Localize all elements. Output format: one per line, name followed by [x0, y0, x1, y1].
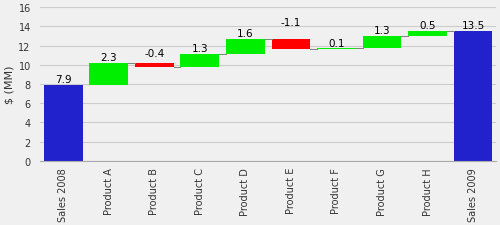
Text: 1.6: 1.6: [237, 29, 254, 39]
Text: -1.1: -1.1: [280, 18, 301, 28]
Bar: [317, 49, 356, 50]
Bar: [362, 37, 402, 49]
Bar: [272, 40, 310, 50]
Text: 13.5: 13.5: [462, 21, 484, 31]
Text: 2.3: 2.3: [100, 53, 117, 63]
Text: 0.1: 0.1: [328, 38, 344, 48]
Bar: [408, 32, 447, 37]
Text: 1.3: 1.3: [374, 26, 390, 36]
Bar: [226, 40, 264, 55]
Bar: [135, 64, 173, 68]
Bar: [180, 55, 219, 68]
Bar: [44, 86, 82, 161]
Text: 1.3: 1.3: [192, 44, 208, 54]
Text: -0.4: -0.4: [144, 48, 165, 58]
Bar: [90, 64, 128, 86]
Y-axis label: $ (MM): $ (MM): [4, 65, 14, 104]
Text: 7.9: 7.9: [55, 75, 72, 85]
Text: 0.5: 0.5: [420, 21, 436, 31]
Bar: [454, 32, 492, 161]
